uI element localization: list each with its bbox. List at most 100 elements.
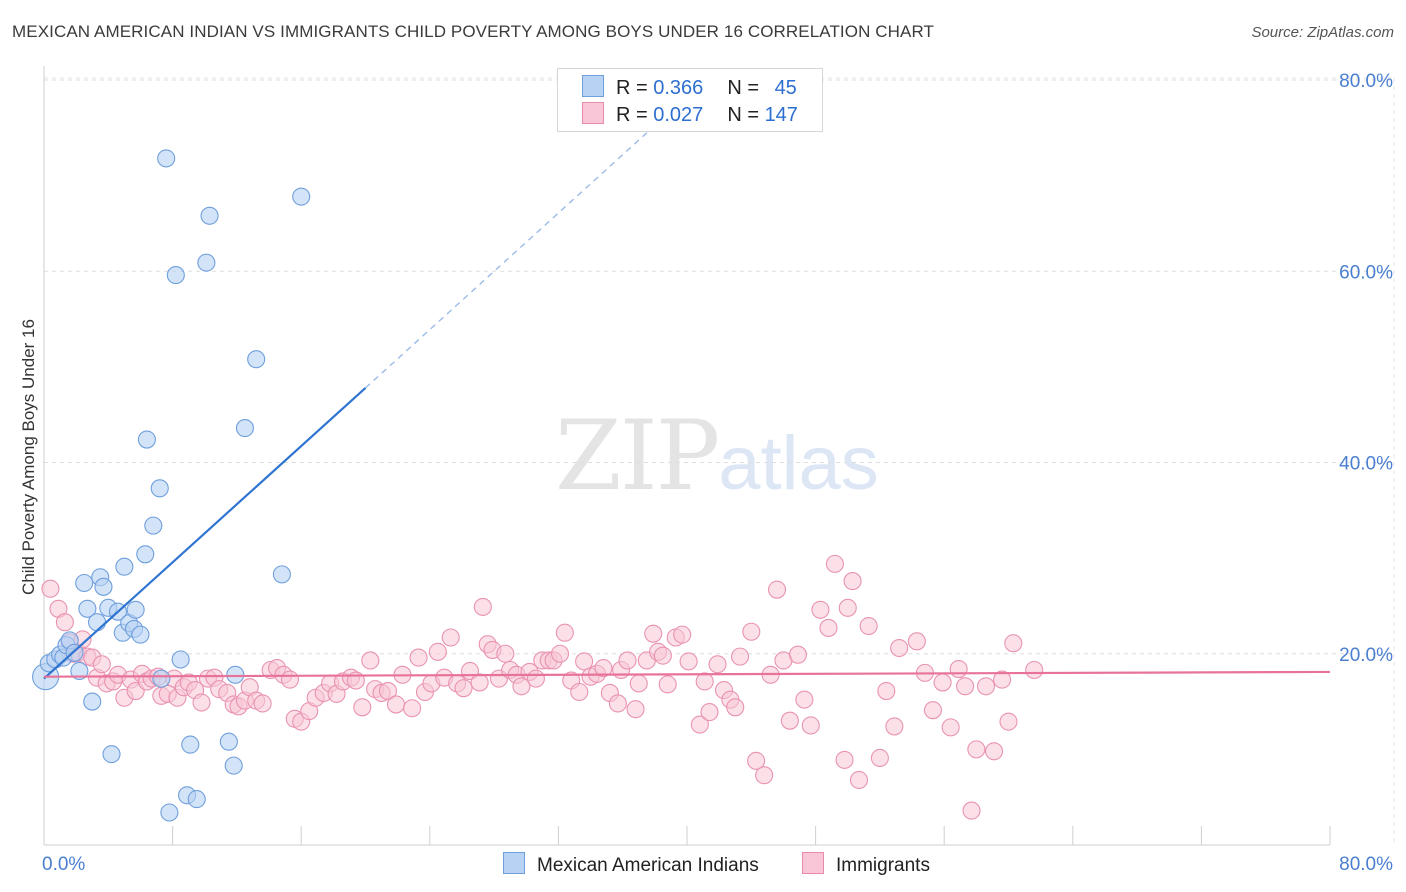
y-tick-label: 40.0% (1339, 454, 1393, 475)
immigrants-point (949, 659, 968, 679)
mexican-american-indians-point (144, 516, 163, 535)
legend-r-value: 0.027 (653, 104, 704, 126)
bottom-legend-immigrants: Immigrants (802, 852, 930, 877)
mexican-american-indians-point (78, 599, 97, 618)
immigrants-point (801, 716, 820, 735)
immigrants-point (742, 622, 761, 641)
immigrants-point (679, 652, 698, 671)
mexican-american-indians-point (94, 577, 113, 596)
mexican-american-indians-point (152, 669, 171, 688)
legend-r-label: R = (616, 77, 654, 99)
immigrants-point (726, 698, 745, 717)
immigrants-point (673, 625, 692, 644)
immigrants-point (353, 698, 372, 717)
immigrants-point (253, 694, 272, 713)
immigrants-point (526, 669, 545, 688)
source-label: Source: ZipAtlas.com (1251, 24, 1394, 41)
immigrants-point (92, 655, 111, 674)
mexican-american-indians-point (157, 149, 176, 168)
legend-n-label: N = (727, 77, 765, 99)
immigrants-point (999, 712, 1018, 731)
immigrants-point (570, 682, 589, 702)
legend-row-mexican-american-indians: R = 0.366 N = 45 (582, 75, 797, 101)
mexican-american-indians-point (115, 557, 134, 576)
y-tick-label: 20.0% (1339, 645, 1393, 666)
immigrants-point (780, 711, 799, 730)
immigrants-point (690, 715, 709, 734)
watermark-atlas: atlas (718, 421, 879, 506)
tick-labels: 20.0% 40.0% 60.0% 80.0% 0.0% 80.0% (42, 71, 1393, 875)
mexican-american-indians-point (171, 650, 190, 669)
immigrants-point (575, 652, 594, 671)
mexican-american-indians-point (75, 573, 94, 593)
immigrants-point (361, 651, 380, 670)
immigrants-point (626, 700, 645, 719)
immigrants-point (755, 766, 774, 785)
immigrants-point (993, 670, 1012, 689)
bottom-legend-label: Mexican American Indians (537, 855, 759, 876)
immigrants-point (767, 580, 787, 599)
immigrants-point (984, 742, 1004, 761)
watermark-zip: ZIP (555, 400, 720, 512)
mexican-american-indians-point (160, 803, 179, 822)
legend-swatch-blue (582, 75, 604, 97)
immigrants-point (700, 703, 719, 722)
immigrants-point (708, 655, 727, 674)
immigrants-point (795, 690, 814, 709)
immigrants-point (644, 624, 663, 643)
mexican-american-indians-point (224, 756, 243, 775)
mexican-american-indians-point (187, 790, 206, 809)
legend-row-immigrants: R = 0.027 N = 147 (582, 102, 798, 128)
immigrants-point (454, 679, 473, 698)
immigrants-point (885, 717, 904, 736)
bottom-legend-swatch-pink (802, 852, 824, 874)
mexican-american-indians-point (137, 430, 156, 449)
mexican-american-indians-point (292, 187, 311, 206)
blue-trend-line (43, 387, 367, 680)
immigrants-point (378, 681, 398, 701)
immigrants-point (192, 693, 211, 712)
watermark: ZIPatlas (555, 400, 879, 512)
y-tick-label: 80.0% (1339, 71, 1393, 92)
bottom-legend-label: Immigrants (836, 855, 930, 876)
immigrants-point (550, 644, 570, 663)
immigrants-point (386, 695, 406, 714)
immigrants-point (890, 638, 909, 658)
mexican-american-indians-point (181, 735, 200, 754)
immigrants-point (695, 672, 714, 691)
mexican-american-indians-point (102, 745, 121, 764)
gridlines (44, 77, 1395, 845)
x-tick-label: 0.0% (42, 854, 85, 875)
x-tick-label: 80.0% (1339, 854, 1393, 875)
mexican-american-indians-point (70, 661, 89, 681)
immigrants-point (594, 659, 613, 678)
immigrants-point (403, 699, 422, 718)
immigrants-point (409, 648, 428, 667)
immigrants-point (428, 642, 447, 661)
immigrants-point (496, 644, 515, 663)
legend-n-value: 45 (774, 77, 797, 99)
immigrants-point (835, 750, 854, 769)
immigrants-point (941, 718, 960, 737)
mexican-american-indians-point (131, 625, 150, 644)
legend-r-value: 0.366 (653, 77, 704, 99)
legend-r-label: R = (616, 104, 654, 126)
blue-trend-extension (365, 117, 664, 389)
mexican-american-indians-point (200, 206, 219, 225)
immigrants-point (923, 701, 942, 720)
mexican-american-indians-point (83, 692, 102, 711)
immigrants-point (658, 675, 677, 694)
immigrants-point (907, 632, 926, 651)
mexican-american-indians-point (272, 565, 291, 584)
immigrants-point (976, 677, 996, 696)
immigrants-point (843, 572, 862, 591)
immigrants-point (1025, 660, 1044, 680)
immigrants-point (730, 647, 750, 666)
immigrants-point (470, 673, 489, 692)
trend-lines (43, 117, 1331, 680)
immigrants-point (512, 677, 531, 696)
mexican-american-indians-point (235, 419, 254, 438)
immigrants-point (967, 740, 986, 759)
immigrants-point (877, 681, 896, 701)
